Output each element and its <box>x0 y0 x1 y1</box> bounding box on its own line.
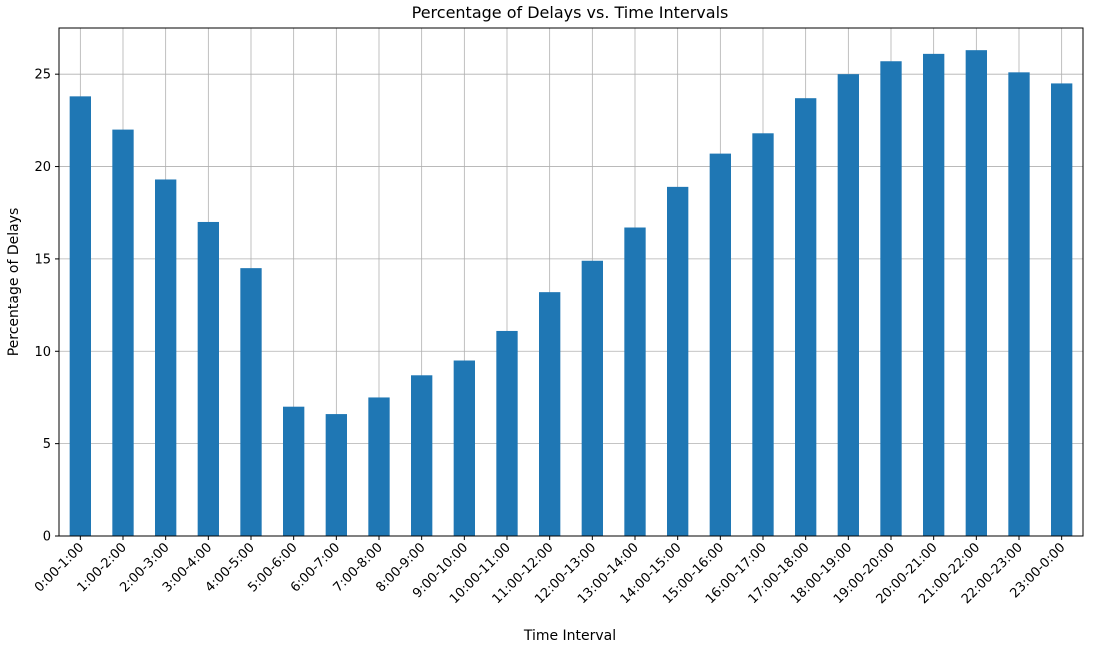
bar <box>837 74 859 536</box>
bar <box>667 186 689 536</box>
bar <box>795 98 817 537</box>
bar <box>453 360 475 536</box>
bar <box>197 221 219 537</box>
x-axis: 0:00-1:001:00-2:002:00-3:003:00-4:004:00… <box>32 536 1068 607</box>
bar <box>283 406 305 536</box>
y-tick-label: 15 <box>34 252 51 267</box>
y-axis: 0 5 10 15 20 25 <box>34 68 59 545</box>
bar <box>155 179 177 536</box>
bar <box>112 129 134 536</box>
y-tick-label: 25 <box>34 68 51 83</box>
bar <box>752 133 774 536</box>
bar <box>539 292 561 536</box>
bar <box>325 414 347 536</box>
bar <box>624 227 646 537</box>
bar <box>965 50 987 537</box>
bar <box>581 260 603 536</box>
plot-frame <box>58 27 1084 537</box>
y-tick-label: 10 <box>34 345 51 360</box>
bar <box>709 153 731 536</box>
y-axis-title: Percentage of Delays <box>6 208 22 357</box>
bar <box>1008 72 1030 537</box>
bar <box>368 397 390 536</box>
bar <box>240 268 262 536</box>
y-tick-label: 0 <box>43 530 51 545</box>
bar <box>880 61 902 536</box>
bar <box>69 96 91 536</box>
bar <box>1051 83 1073 536</box>
y-tick-label: 5 <box>43 437 51 452</box>
bars <box>69 50 1073 537</box>
x-axis-title: Time Interval <box>523 628 616 644</box>
y-tick-label: 20 <box>34 160 51 175</box>
chart-title: Percentage of Delays vs. Time Intervals <box>412 3 729 22</box>
bar <box>923 53 945 536</box>
bar <box>411 375 433 536</box>
bar <box>496 330 518 536</box>
